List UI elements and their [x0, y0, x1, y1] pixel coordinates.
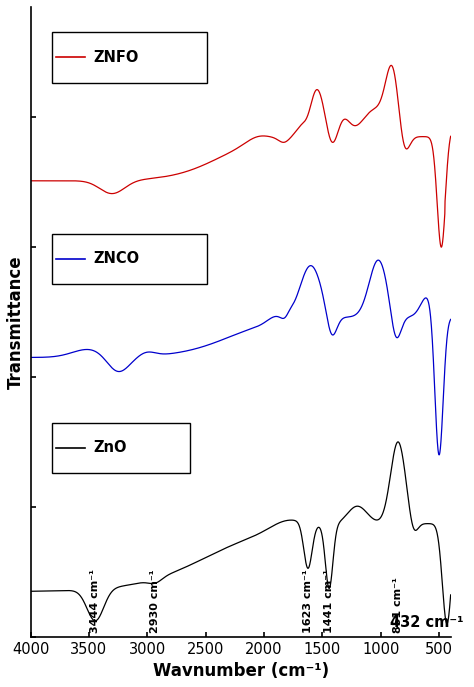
Y-axis label: Transmittance: Transmittance — [7, 255, 25, 389]
Text: 3444 cm⁻¹: 3444 cm⁻¹ — [91, 570, 100, 633]
Text: ZNCO: ZNCO — [93, 251, 140, 267]
Text: 2930 cm⁻¹: 2930 cm⁻¹ — [150, 570, 160, 633]
X-axis label: Wavnumber (cm⁻¹): Wavnumber (cm⁻¹) — [153, 662, 328, 680]
Text: 432 cm⁻¹: 432 cm⁻¹ — [391, 615, 464, 630]
Text: ZnO: ZnO — [93, 440, 127, 455]
FancyBboxPatch shape — [52, 32, 207, 82]
FancyBboxPatch shape — [52, 234, 207, 284]
Text: 851 cm⁻¹: 851 cm⁻¹ — [393, 578, 403, 633]
Text: 1441 cm⁻¹: 1441 cm⁻¹ — [324, 570, 334, 633]
Text: 1623 cm⁻¹: 1623 cm⁻¹ — [303, 570, 313, 633]
FancyBboxPatch shape — [52, 423, 190, 473]
Text: ZNFO: ZNFO — [93, 50, 139, 65]
